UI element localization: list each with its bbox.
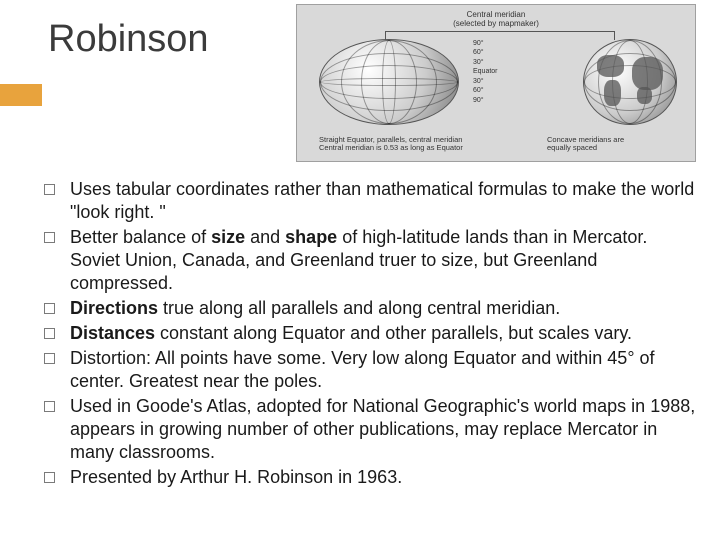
bullet-item: Distortion: All points have some. Very l… <box>36 347 696 393</box>
figure-top-label-line1: Central meridian <box>467 10 526 19</box>
bullet-item: Better balance of size and shape of high… <box>36 226 696 295</box>
globe-right-box <box>583 39 677 125</box>
tick: 30° <box>473 58 498 67</box>
page-title: Robinson <box>48 18 209 61</box>
bullet-item: Presented by Arthur H. Robinson in 1963. <box>36 466 696 489</box>
figure-top-label: Central meridian (selected by mapmaker) <box>453 11 539 29</box>
world-globe-icon <box>583 39 677 125</box>
tick: Equator <box>473 67 498 76</box>
tick: 90° <box>473 96 498 105</box>
caption-right-line2: equally spaced <box>547 143 597 152</box>
slide: Robinson Central meridian (selected by m… <box>0 0 720 540</box>
globe-left-box <box>319 39 459 125</box>
figure-caption-right: Concave meridians are equally spaced <box>547 136 677 153</box>
bullet-item: Directions true along all parallels and … <box>36 297 696 320</box>
projection-figure: Central meridian (selected by mapmaker) … <box>296 4 696 162</box>
robinson-globe-icon <box>319 39 459 125</box>
figure-inner: Central meridian (selected by mapmaker) … <box>303 11 689 155</box>
tick: 60° <box>473 48 498 57</box>
latitude-ticks: 90° 60° 30° Equator 30° 60° 90° <box>473 39 498 105</box>
tick: 90° <box>473 39 498 48</box>
accent-bar <box>0 84 42 106</box>
caption-left-line2: Central meridian is 0.53 as long as Equa… <box>319 143 463 152</box>
bullet-list: Uses tabular coordinates rather than mat… <box>36 178 696 489</box>
tick: 30° <box>473 77 498 86</box>
figure-caption-left: Straight Equator, parallels, central mer… <box>319 136 489 153</box>
content-area: Uses tabular coordinates rather than mat… <box>36 178 696 491</box>
tick: 60° <box>473 86 498 95</box>
figure-top-label-line2: (selected by mapmaker) <box>453 19 539 28</box>
bullet-item: Uses tabular coordinates rather than mat… <box>36 178 696 224</box>
bullet-item: Used in Goode's Atlas, adopted for Natio… <box>36 395 696 464</box>
bullet-item: Distances constant along Equator and oth… <box>36 322 696 345</box>
